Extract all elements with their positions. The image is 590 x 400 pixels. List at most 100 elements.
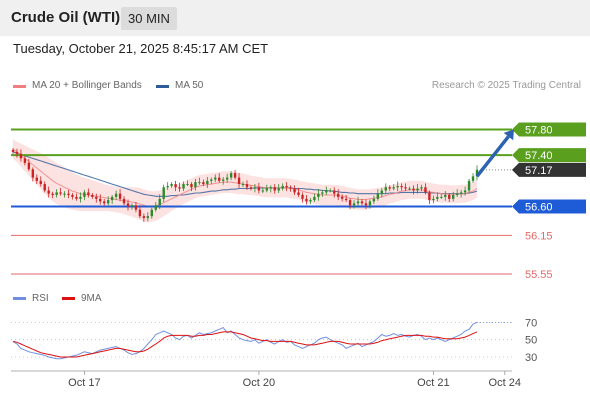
candle bbox=[126, 199, 130, 211]
candle-body bbox=[325, 190, 328, 193]
candle bbox=[412, 185, 415, 195]
candle-body bbox=[467, 180, 471, 191]
candle-body bbox=[190, 184, 193, 188]
candle bbox=[344, 194, 348, 203]
candle-body bbox=[142, 216, 146, 219]
candle-body bbox=[114, 193, 118, 197]
candle-body bbox=[210, 179, 213, 181]
candle-body bbox=[91, 194, 94, 197]
ma20-line bbox=[12, 148, 478, 207]
candle bbox=[364, 199, 368, 210]
candle bbox=[432, 195, 435, 204]
candle bbox=[186, 180, 189, 186]
candle bbox=[83, 189, 86, 201]
candle bbox=[440, 194, 443, 199]
candle-body bbox=[404, 187, 407, 189]
level-label-57-40: 57.40 bbox=[525, 150, 553, 162]
candle bbox=[317, 189, 320, 201]
candle bbox=[229, 171, 233, 181]
candle bbox=[99, 194, 102, 205]
candle bbox=[118, 189, 122, 202]
rsi-legend-swatch bbox=[13, 297, 26, 300]
candle-body bbox=[15, 151, 19, 154]
candle bbox=[114, 190, 118, 201]
candle-body bbox=[202, 182, 205, 185]
candle bbox=[31, 167, 35, 182]
candle bbox=[301, 192, 304, 203]
candle bbox=[241, 181, 245, 188]
candle-body bbox=[229, 173, 233, 178]
candle-body bbox=[59, 192, 62, 194]
candle-body bbox=[444, 194, 447, 197]
candle bbox=[329, 188, 332, 193]
timeframe-button[interactable]: 30 MIN bbox=[121, 7, 177, 30]
candle bbox=[372, 195, 376, 204]
rsi-ma-legend-label: 9MA bbox=[81, 293, 102, 304]
candle-body bbox=[317, 193, 320, 197]
candle-body bbox=[103, 201, 106, 204]
candle-body bbox=[218, 177, 221, 181]
rsi-tick-label-30: 30 bbox=[525, 352, 537, 364]
candle bbox=[63, 191, 66, 198]
level-label-57-80: 57.80 bbox=[525, 124, 553, 136]
candle bbox=[110, 194, 114, 204]
candle bbox=[261, 187, 265, 194]
candle-body bbox=[364, 203, 368, 206]
candle-body bbox=[459, 192, 463, 194]
candle bbox=[416, 184, 419, 194]
candle bbox=[245, 180, 249, 190]
candle bbox=[436, 192, 439, 202]
candle-body bbox=[126, 203, 130, 207]
rsi-tick-label-70: 70 bbox=[525, 317, 537, 329]
candle-body bbox=[293, 188, 296, 193]
candle bbox=[138, 205, 142, 219]
candle bbox=[380, 187, 384, 198]
candle bbox=[253, 184, 257, 193]
candle bbox=[87, 188, 90, 198]
candle-body bbox=[436, 196, 439, 199]
candle-body bbox=[158, 198, 161, 206]
candle bbox=[336, 189, 340, 201]
candle bbox=[384, 183, 387, 194]
candle bbox=[428, 190, 431, 204]
candle-body bbox=[174, 184, 177, 188]
chart-header: Crude Oil (WTI) 30 MIN bbox=[0, 0, 590, 36]
level-tag-57-40 bbox=[512, 148, 586, 163]
projection-arrow-shaft bbox=[475, 135, 510, 178]
candle bbox=[35, 174, 38, 185]
level-label-56-15: 56.15 bbox=[525, 230, 553, 242]
candle bbox=[452, 191, 455, 202]
candle-body bbox=[146, 216, 150, 219]
candle bbox=[424, 183, 427, 195]
x-tick-label: Oct 24 bbox=[489, 377, 521, 389]
candle-body bbox=[360, 201, 364, 204]
candle bbox=[396, 181, 399, 192]
candle-body bbox=[412, 188, 415, 191]
candle bbox=[309, 198, 312, 204]
candle-body bbox=[396, 185, 399, 188]
candle bbox=[257, 182, 261, 194]
candle bbox=[277, 184, 280, 194]
candle bbox=[293, 185, 296, 195]
candle bbox=[11, 148, 15, 154]
candle bbox=[91, 193, 94, 199]
candle-body bbox=[186, 184, 189, 186]
candle bbox=[190, 182, 193, 192]
candle-body bbox=[249, 187, 253, 189]
candle bbox=[356, 196, 360, 206]
candle bbox=[174, 180, 177, 192]
candle bbox=[376, 189, 380, 201]
candle-body bbox=[452, 194, 455, 199]
candle bbox=[122, 196, 126, 206]
candle-body bbox=[245, 184, 249, 188]
candle-body bbox=[448, 194, 451, 199]
rsi-ma-line bbox=[12, 331, 478, 358]
candle-body bbox=[261, 190, 265, 192]
candle bbox=[463, 186, 467, 196]
rsi-line bbox=[12, 321, 478, 360]
candle-body bbox=[71, 194, 74, 197]
candle-body bbox=[265, 188, 269, 191]
candle bbox=[27, 159, 31, 172]
candle bbox=[59, 187, 62, 196]
candle-body bbox=[233, 173, 237, 178]
